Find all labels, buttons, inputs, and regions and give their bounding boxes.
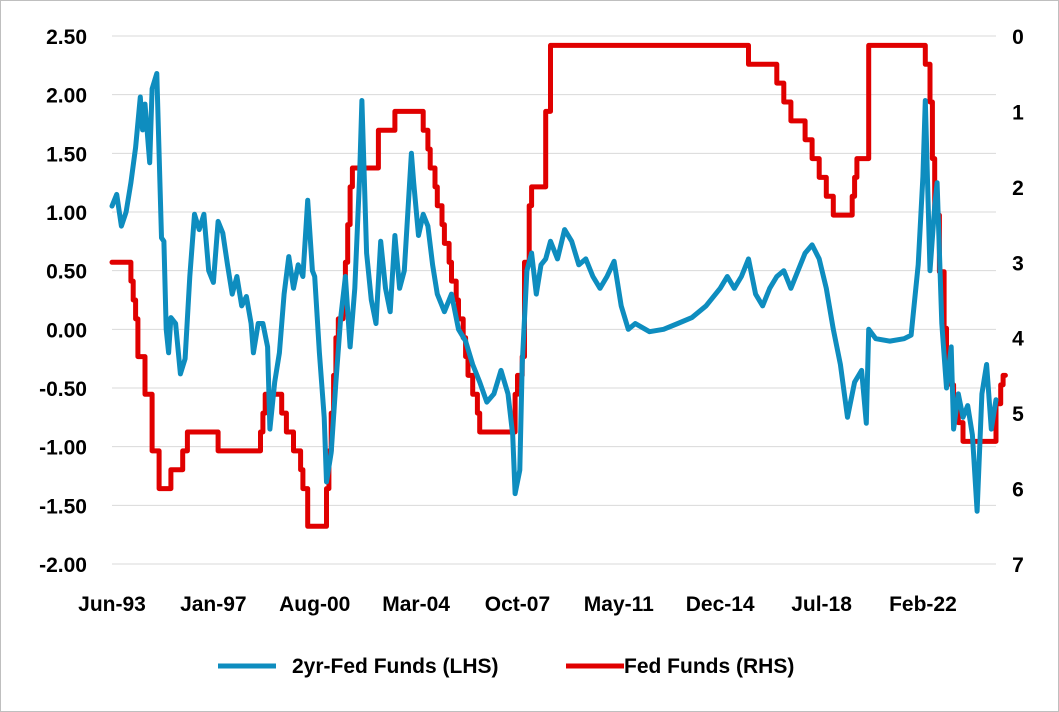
left-tick-label: 0.50 bbox=[46, 261, 87, 284]
left-tick-label: 2.50 bbox=[46, 26, 87, 49]
left-tick-label: -1.00 bbox=[39, 437, 87, 460]
x-tick-label: Jun-93 bbox=[78, 593, 146, 616]
right-tick-label: 4 bbox=[1012, 328, 1024, 351]
left-tick-label: 0.00 bbox=[46, 319, 87, 342]
series-layer bbox=[109, 42, 1008, 529]
gridlines bbox=[112, 35, 996, 565]
x-tick-label: May-11 bbox=[584, 593, 654, 616]
legend-label: Fed Funds (RHS) bbox=[624, 655, 794, 678]
right-tick-label: 7 bbox=[1012, 554, 1024, 577]
legend-label: 2yr-Fed Funds (LHS) bbox=[292, 655, 499, 678]
left-tick-label: -2.00 bbox=[39, 554, 87, 577]
x-tick-label: Feb-22 bbox=[889, 593, 957, 616]
x-tick-label: Jul-18 bbox=[791, 593, 852, 616]
right-tick-label: 5 bbox=[1012, 403, 1024, 426]
left-tick-label: 2.00 bbox=[46, 85, 87, 108]
x-tick-label: Dec-14 bbox=[686, 593, 755, 616]
right-tick-label: 3 bbox=[1012, 252, 1024, 275]
left-axis-ticks: 2.50 2.00 1.50 1.00 0.50 0.00 -0.50 -1.00 -1.50 -… bbox=[39, 26, 87, 577]
right-tick-label: 0 bbox=[1012, 26, 1024, 49]
x-tick-label: Aug-00 bbox=[279, 593, 350, 616]
legend: 2yr-Fed Funds (LHS) Fed Funds (RHS) bbox=[218, 655, 794, 678]
left-tick-label: 1.00 bbox=[46, 202, 87, 225]
series-line-lhs bbox=[109, 71, 999, 514]
series-line-rhs bbox=[109, 42, 1008, 529]
x-axis-ticks: Jun-93 Jan-97 Aug-00 Mar-04 Oct-07 May-11 Dec-… bbox=[78, 593, 957, 616]
left-tick-label: -0.50 bbox=[39, 378, 87, 401]
left-tick-label: 1.50 bbox=[46, 143, 87, 166]
right-tick-label: 6 bbox=[1012, 479, 1024, 502]
left-tick-label: -1.50 bbox=[39, 495, 87, 518]
right-tick-label: 1 bbox=[1012, 101, 1024, 124]
right-tick-label: 2 bbox=[1012, 177, 1024, 200]
right-axis-ticks: 0 1 2 3 4 5 6 7 bbox=[1012, 26, 1024, 577]
x-tick-label: Jan-97 bbox=[180, 593, 247, 616]
x-tick-label: Mar-04 bbox=[382, 593, 450, 616]
x-tick-label: Oct-07 bbox=[485, 593, 550, 616]
